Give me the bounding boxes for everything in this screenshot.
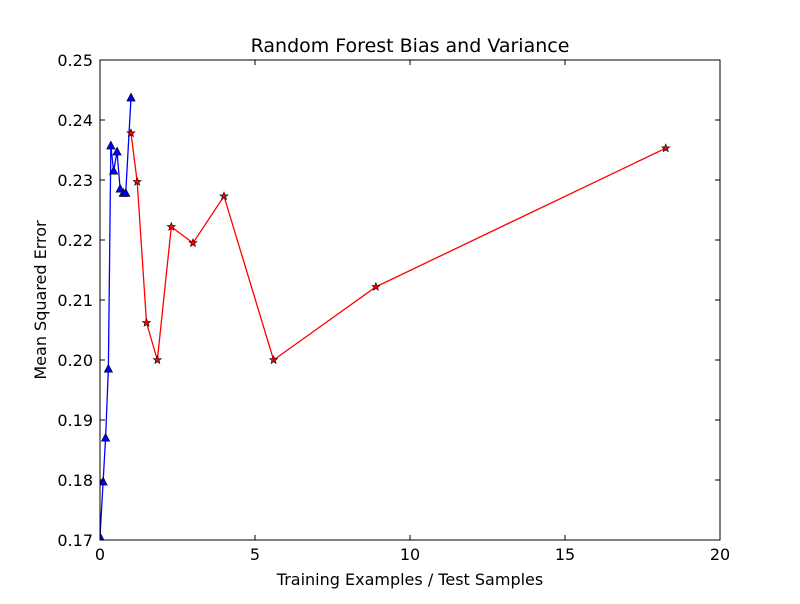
series-0-point <box>100 531 105 540</box>
x-tick-label: 20 <box>710 545 730 564</box>
y-tick-label: 0.21 <box>57 291 93 310</box>
series-1-point <box>141 317 152 327</box>
y-tick-label: 0.23 <box>57 171 93 190</box>
series-1-point <box>126 128 136 138</box>
series-1-point <box>152 354 163 365</box>
series-0-point <box>109 165 119 175</box>
series-0-point <box>100 432 111 442</box>
y-tick-label: 0.24 <box>57 111 93 130</box>
series-1-point <box>188 237 198 248</box>
series-1-point <box>660 143 671 153</box>
series-0-point <box>100 476 108 486</box>
series-1-point <box>268 354 279 365</box>
series-1 <box>126 128 671 365</box>
tick-layer: 0 5 10 15 20 0.17 0.18 0.19 0.20 0.21 0.22 0.23 0.24… <box>57 51 730 564</box>
y-tick-label: 0.20 <box>57 351 93 370</box>
series-1-point <box>219 191 229 201</box>
x-tick-label: 15 <box>555 545 575 564</box>
series-1-point <box>371 281 381 291</box>
x-tick-label: 5 <box>250 545 260 564</box>
plot-area <box>100 92 671 540</box>
x-tick-label: 10 <box>400 545 420 564</box>
series-1-point <box>132 176 143 186</box>
series-0-point <box>121 187 131 197</box>
series-0-point <box>112 146 122 156</box>
y-tick-label: 0.19 <box>57 411 93 430</box>
x-axis-title: Training Examples / Test Samples <box>276 570 543 589</box>
series-0-point <box>103 363 114 373</box>
y-axis-title: Mean Squared Error <box>31 220 50 380</box>
chart-title: Random Forest Bias and Variance <box>251 35 570 57</box>
y-tick-label: 0.17 <box>57 531 93 550</box>
series-1-point <box>166 221 177 231</box>
series-0-point <box>126 92 136 102</box>
y-tick-label: 0.18 <box>57 471 93 490</box>
series-0-point <box>106 140 116 150</box>
y-tick-label: 0.25 <box>57 51 93 70</box>
y-tick-label: 0.22 <box>57 231 93 250</box>
series-1-line <box>130 133 667 362</box>
x-tick-label: 0 <box>95 545 105 564</box>
series-0 <box>100 92 136 540</box>
